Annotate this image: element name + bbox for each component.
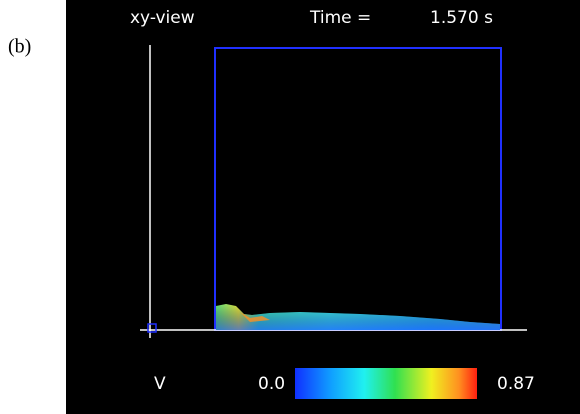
fluid-hotspot bbox=[240, 312, 270, 322]
viewport bbox=[66, 0, 580, 414]
panel-label: (b) bbox=[8, 36, 31, 58]
origin-marker bbox=[147, 323, 157, 333]
colorbar-max: 0.87 bbox=[497, 374, 535, 394]
colorbar-variable: V bbox=[154, 374, 166, 394]
time-value: 1.570 s bbox=[430, 8, 493, 28]
time-label: Time = bbox=[309, 8, 371, 28]
fluid-shading bbox=[216, 304, 500, 330]
view-title: xy-view bbox=[130, 8, 195, 28]
colorbar bbox=[295, 368, 477, 399]
colorbar-min: 0.0 bbox=[258, 374, 285, 394]
